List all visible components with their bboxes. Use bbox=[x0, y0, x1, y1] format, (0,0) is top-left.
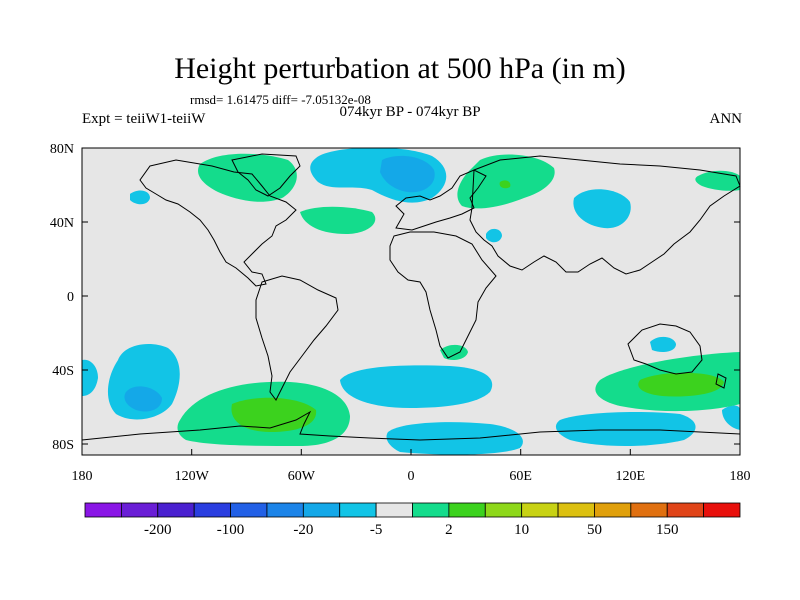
coastline-antarctica bbox=[81, 410, 741, 441]
coastline-australia bbox=[627, 323, 703, 375]
coastline-south-america bbox=[255, 275, 339, 401]
colorbar-box bbox=[193, 502, 231, 518]
coastline-north-america bbox=[139, 159, 297, 287]
coastline-greenland bbox=[231, 153, 301, 197]
colorbar-box bbox=[302, 502, 341, 518]
contour-south-pacific-darkblue bbox=[124, 386, 162, 412]
contour-siberia-brightgreen bbox=[499, 180, 511, 189]
colorbar-box bbox=[630, 502, 668, 518]
colorbar-box bbox=[521, 502, 559, 518]
colorbar-box bbox=[230, 502, 268, 518]
colorbar-box bbox=[448, 502, 486, 518]
lat-labels: 80N 40N 0 40S 80S bbox=[50, 142, 74, 453]
contour-east-edge-blue bbox=[722, 405, 740, 430]
colorbar-box bbox=[484, 502, 523, 518]
colorbar-box bbox=[266, 502, 304, 518]
coastline-asia bbox=[469, 155, 741, 275]
colorbar-box bbox=[594, 502, 632, 518]
lon-label-60w: 60W bbox=[288, 469, 316, 484]
contour-south-indian-blue bbox=[555, 412, 696, 446]
coastline-africa bbox=[389, 231, 497, 359]
stats-line: rmsd= 1.61475 diff= -7.05132e-08 bbox=[190, 92, 371, 107]
colorbar-label: -200 bbox=[144, 522, 172, 538]
contour-greenland-green bbox=[198, 153, 297, 202]
contour-ne-pacific-blue bbox=[130, 190, 150, 205]
lat-label-40n: 40N bbox=[50, 216, 74, 231]
colorbar-box bbox=[120, 502, 159, 518]
contour-mideast-blue bbox=[486, 228, 502, 243]
contour-australia-blue bbox=[650, 336, 676, 352]
colorbar bbox=[84, 502, 741, 518]
contour-atlantic-green bbox=[300, 206, 376, 234]
lon-axis bbox=[81, 449, 741, 455]
colorbar-label: 2 bbox=[445, 522, 453, 538]
contour-tasman-brightgreen bbox=[638, 372, 724, 397]
contour-kamchatka-green bbox=[695, 170, 740, 191]
season-label: ANN bbox=[709, 111, 743, 127]
map-title: Height perturbation at 500 hPa (in m) bbox=[174, 52, 626, 85]
lon-label-60e: 60E bbox=[509, 469, 532, 484]
lon-label-120w: 120W bbox=[175, 469, 210, 484]
lat-axis bbox=[82, 147, 740, 445]
contour-west-edge-blue bbox=[82, 359, 98, 396]
lon-label-0: 0 bbox=[408, 469, 415, 484]
coastlines bbox=[81, 153, 741, 441]
lon-label-120e: 120E bbox=[616, 469, 646, 484]
experiment-label: Expt = teiiW1-teiiW bbox=[82, 111, 206, 127]
contour-antarctic-brightgreen bbox=[231, 397, 317, 432]
colorbar-label: -20 bbox=[293, 522, 313, 538]
contour-south-atlantic-blue bbox=[340, 365, 493, 408]
coastline-new-zealand bbox=[715, 373, 727, 389]
colorbar-box bbox=[703, 502, 741, 518]
colorbar-box bbox=[412, 502, 450, 518]
colorbar-label: -100 bbox=[217, 522, 245, 538]
lon-label-180w: 180 bbox=[72, 469, 93, 484]
coastline-europe bbox=[395, 169, 487, 231]
contour-asia-blue bbox=[573, 189, 631, 229]
colorbar-box bbox=[157, 502, 195, 518]
colorbar-box bbox=[557, 502, 595, 518]
lat-label-eq: 0 bbox=[67, 290, 74, 305]
lat-label-80s: 80S bbox=[52, 438, 74, 453]
colorbar-label: 50 bbox=[587, 522, 602, 538]
colorbar-box bbox=[375, 502, 413, 518]
colorbar-box bbox=[339, 502, 377, 518]
lat-label-80n: 80N bbox=[50, 142, 74, 157]
colorbar-label: -5 bbox=[370, 522, 383, 538]
colorbar-box bbox=[666, 502, 705, 518]
colorbar-label: 150 bbox=[656, 522, 679, 538]
lat-label-40s: 40S bbox=[52, 364, 74, 379]
colorbar-label: 10 bbox=[514, 522, 529, 538]
anomaly-contours bbox=[82, 147, 740, 455]
contour-scandinavia-darkblue bbox=[380, 155, 435, 193]
lon-labels: 180 120W 60W 0 60E 120E 180 bbox=[72, 469, 751, 484]
lon-label-180e: 180 bbox=[730, 469, 751, 484]
time-subtitle: 074kyr BP - 074kyr BP bbox=[339, 104, 481, 120]
colorbar-labels: -200 -100 -20 -5 2 10 50 150 bbox=[144, 522, 678, 538]
colorbar-box bbox=[84, 502, 122, 518]
